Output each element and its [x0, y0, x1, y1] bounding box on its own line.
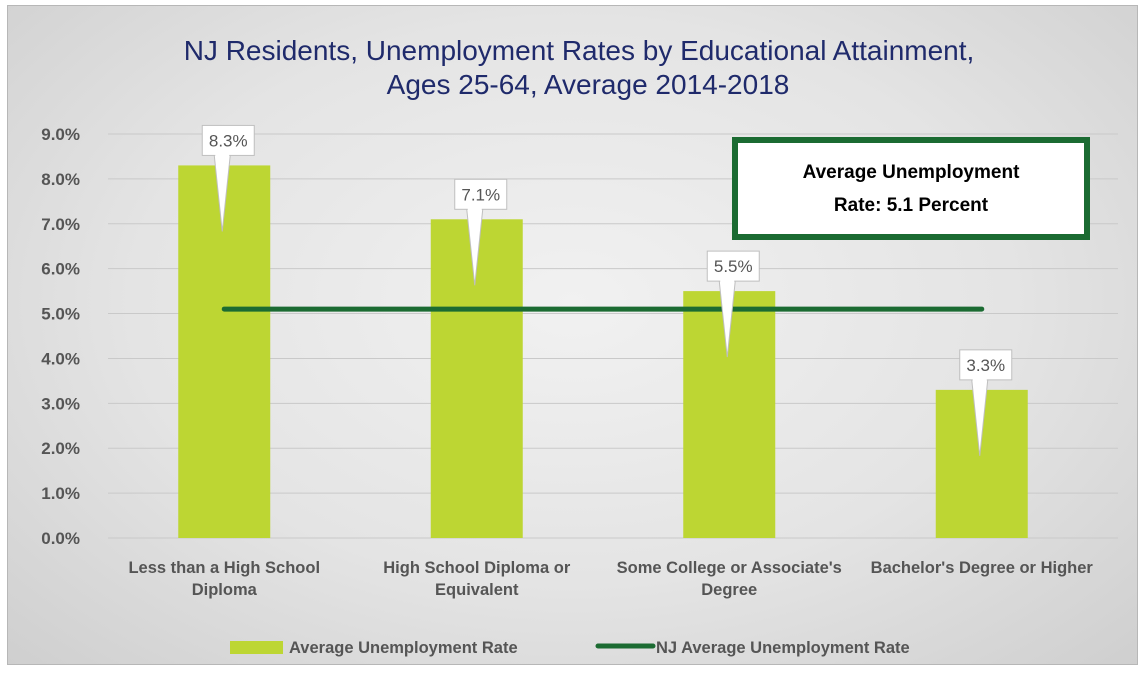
- y-tick-label: 8.0%: [41, 170, 80, 189]
- x-axis-ticks: Less than a High School Diploma High Schoo…: [128, 559, 1093, 599]
- y-tick-label: 7.0%: [41, 215, 80, 234]
- x-tick-label: Less than a High School: [128, 559, 320, 577]
- x-tick-label: Some College or Associate's: [617, 559, 842, 577]
- y-tick-label: 1.0%: [41, 484, 80, 503]
- y-tick-label: 4.0%: [41, 349, 80, 368]
- chart-subtitle: Ages 25-64, Average 2014-2018: [387, 69, 790, 100]
- data-label-joint: [467, 207, 482, 212]
- y-tick-label: 9.0%: [41, 125, 80, 144]
- bar: [178, 165, 271, 538]
- data-label: 5.5%: [714, 257, 753, 276]
- data-label-box: [201, 124, 255, 156]
- legend: Average Unemployment Rate NJ Average Une…: [230, 639, 910, 657]
- y-tick-label: 0.0%: [41, 529, 80, 548]
- legend-label-line: NJ Average Unemployment Rate: [656, 639, 910, 657]
- chart-svg: 8.3% 7.1% 5.5% 3.3% 0.0% 1.0% 2.0% 3.0% 4.0% 5.0…: [41, 35, 1118, 657]
- data-label-box: [959, 349, 1013, 381]
- y-tick-label: 3.0%: [41, 394, 80, 413]
- bars: [178, 165, 1028, 539]
- data-label-box: [454, 178, 508, 210]
- annotation-box: Average Unemployment Rate: 5.1 Percent: [732, 137, 1090, 240]
- data-label: 8.3%: [209, 131, 248, 150]
- data-label-joint: [972, 377, 987, 382]
- data-labels: 8.3% 7.1% 5.5% 3.3%: [201, 124, 1013, 456]
- gridlines: [108, 133, 1118, 539]
- y-tick-label: 2.0%: [41, 439, 80, 458]
- x-tick-label: High School Diploma or: [383, 559, 571, 577]
- x-tick-label: Bachelor's Degree or Higher: [871, 559, 1094, 577]
- bar: [430, 219, 523, 539]
- data-label-joint: [215, 153, 230, 158]
- annotation-line-1: Average Unemployment: [803, 162, 1020, 183]
- x-tick-label: Equivalent: [435, 581, 519, 599]
- chart-frame: 8.3% 7.1% 5.5% 3.3% 0.0% 1.0% 2.0% 3.0% 4.0% 5.0…: [7, 5, 1138, 665]
- annotation-line-2: Rate: 5.1 Percent: [834, 195, 989, 216]
- data-label: 3.3%: [966, 356, 1005, 375]
- y-tick-label: 5.0%: [41, 305, 80, 324]
- y-tick-label: 6.0%: [41, 260, 80, 279]
- chart-title: NJ Residents, Unemployment Rates by Educ…: [184, 35, 975, 66]
- y-axis-ticks: 0.0% 1.0% 2.0% 3.0% 4.0% 5.0% 6.0% 7.0% 8.0% 9.0%: [41, 125, 80, 548]
- data-label-joint: [720, 279, 735, 284]
- legend-swatch-bar: [230, 641, 283, 654]
- x-tick-label: Diploma: [192, 581, 258, 599]
- legend-label-bar: Average Unemployment Rate: [289, 639, 518, 657]
- data-label: 7.1%: [461, 185, 500, 204]
- x-tick-label: Degree: [701, 581, 757, 599]
